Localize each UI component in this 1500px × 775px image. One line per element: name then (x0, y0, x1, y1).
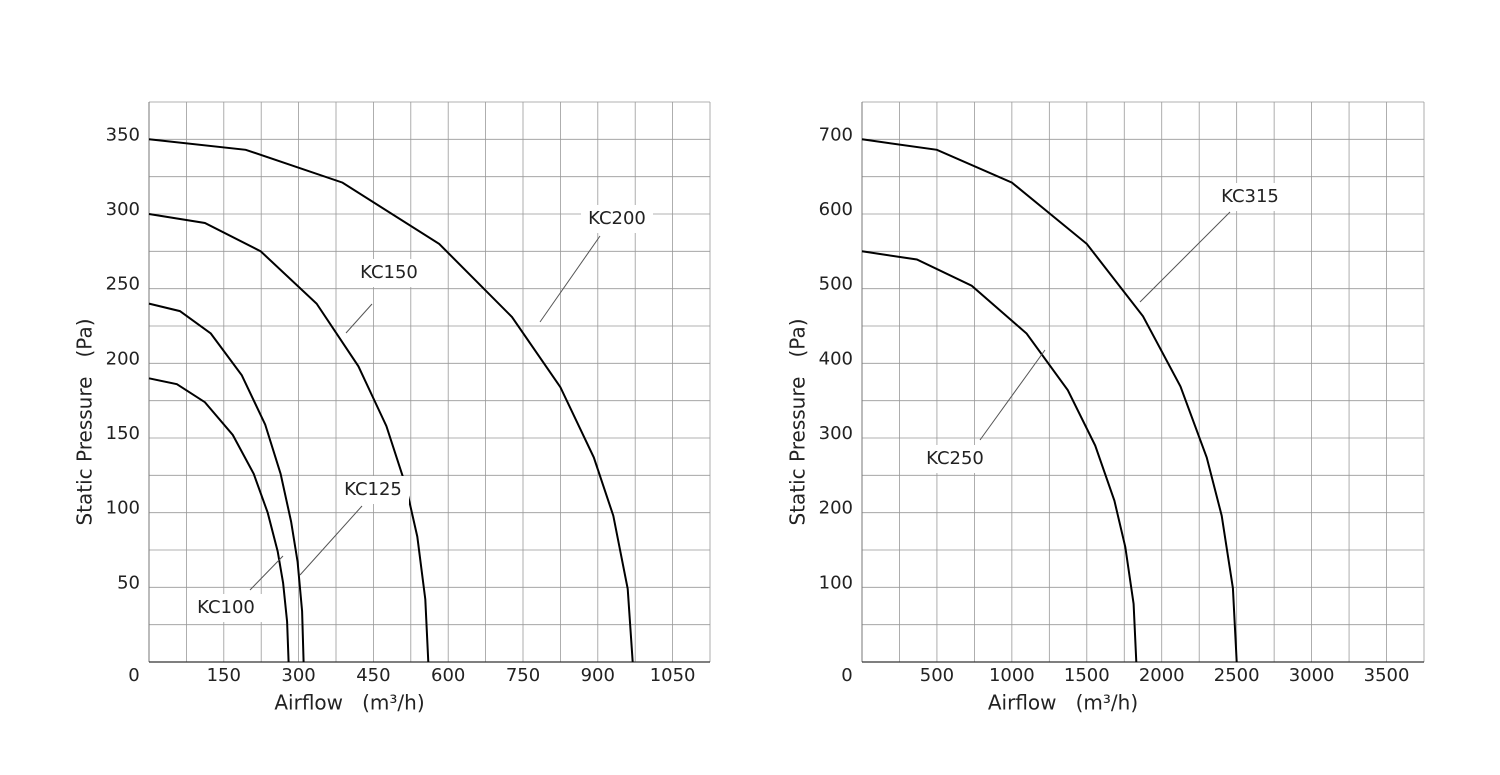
y-tick-label: 500 (819, 274, 853, 295)
y-tick-label: 100 (106, 498, 140, 519)
x-tick-label: 0 (841, 665, 852, 686)
x-tick-label: 0 (128, 665, 139, 686)
y-tick-label: 200 (819, 498, 853, 519)
x-axis-title: Airflow (m³/h) (274, 691, 424, 715)
x-tick-label: 500 (920, 665, 954, 686)
series-label: KC315 (1221, 186, 1279, 207)
y-tick-label: 700 (819, 124, 853, 145)
curve (861, 138, 1238, 663)
x-tick-label: 2000 (1139, 665, 1185, 686)
label-bg (581, 205, 653, 233)
label-bg (353, 259, 425, 287)
x-tick-label: 750 (506, 665, 540, 686)
leader-line (1139, 211, 1231, 303)
y-tick-label: 50 (117, 572, 140, 593)
label-bg (1214, 183, 1286, 211)
leader-line (249, 555, 284, 591)
curve (148, 213, 430, 663)
curve (861, 250, 1138, 663)
y-tick-label: 300 (819, 423, 853, 444)
series-label: KC200 (588, 208, 646, 229)
leader-line (979, 349, 1046, 441)
y-tick-label: 200 (106, 348, 140, 369)
x-tick-label: 900 (581, 665, 615, 686)
x-tick-label: 2500 (1214, 665, 1260, 686)
x-tick-label: 150 (207, 665, 241, 686)
x-tick-label: 3500 (1364, 665, 1410, 686)
x-tick-label: 1500 (1064, 665, 1110, 686)
curve (148, 377, 290, 663)
series-label: KC125 (344, 479, 402, 500)
y-tick-label: 100 (819, 572, 853, 593)
y-tick-label: 400 (819, 348, 853, 369)
y-tick-label: 300 (106, 199, 140, 220)
x-tick-label: 300 (281, 665, 315, 686)
y-tick-label: 600 (819, 199, 853, 220)
leader-line (299, 505, 363, 576)
series-label: KC100 (197, 597, 255, 618)
y-tick-label: 350 (106, 124, 140, 145)
x-axis-title: Airflow (m³/h) (988, 691, 1138, 715)
y-tick-label: 250 (106, 274, 140, 295)
y-axis-title: Static Pressure (Pa) (73, 318, 97, 525)
y-tick-label: 150 (106, 423, 140, 444)
series-label: KC250 (926, 448, 984, 469)
leader-line (345, 303, 373, 334)
x-tick-label: 450 (356, 665, 390, 686)
y-axis-title: Static Pressure (Pa) (786, 318, 810, 525)
curve (148, 302, 305, 663)
curve (148, 138, 634, 663)
x-tick-label: 600 (431, 665, 465, 686)
leader-line (539, 235, 601, 323)
label-bg (337, 476, 409, 504)
label-bg (190, 594, 262, 622)
label-bg (919, 445, 991, 473)
x-tick-label: 1000 (989, 665, 1035, 686)
series-label: KC150 (360, 262, 418, 283)
x-tick-label: 3000 (1289, 665, 1335, 686)
x-tick-label: 1050 (650, 665, 696, 686)
